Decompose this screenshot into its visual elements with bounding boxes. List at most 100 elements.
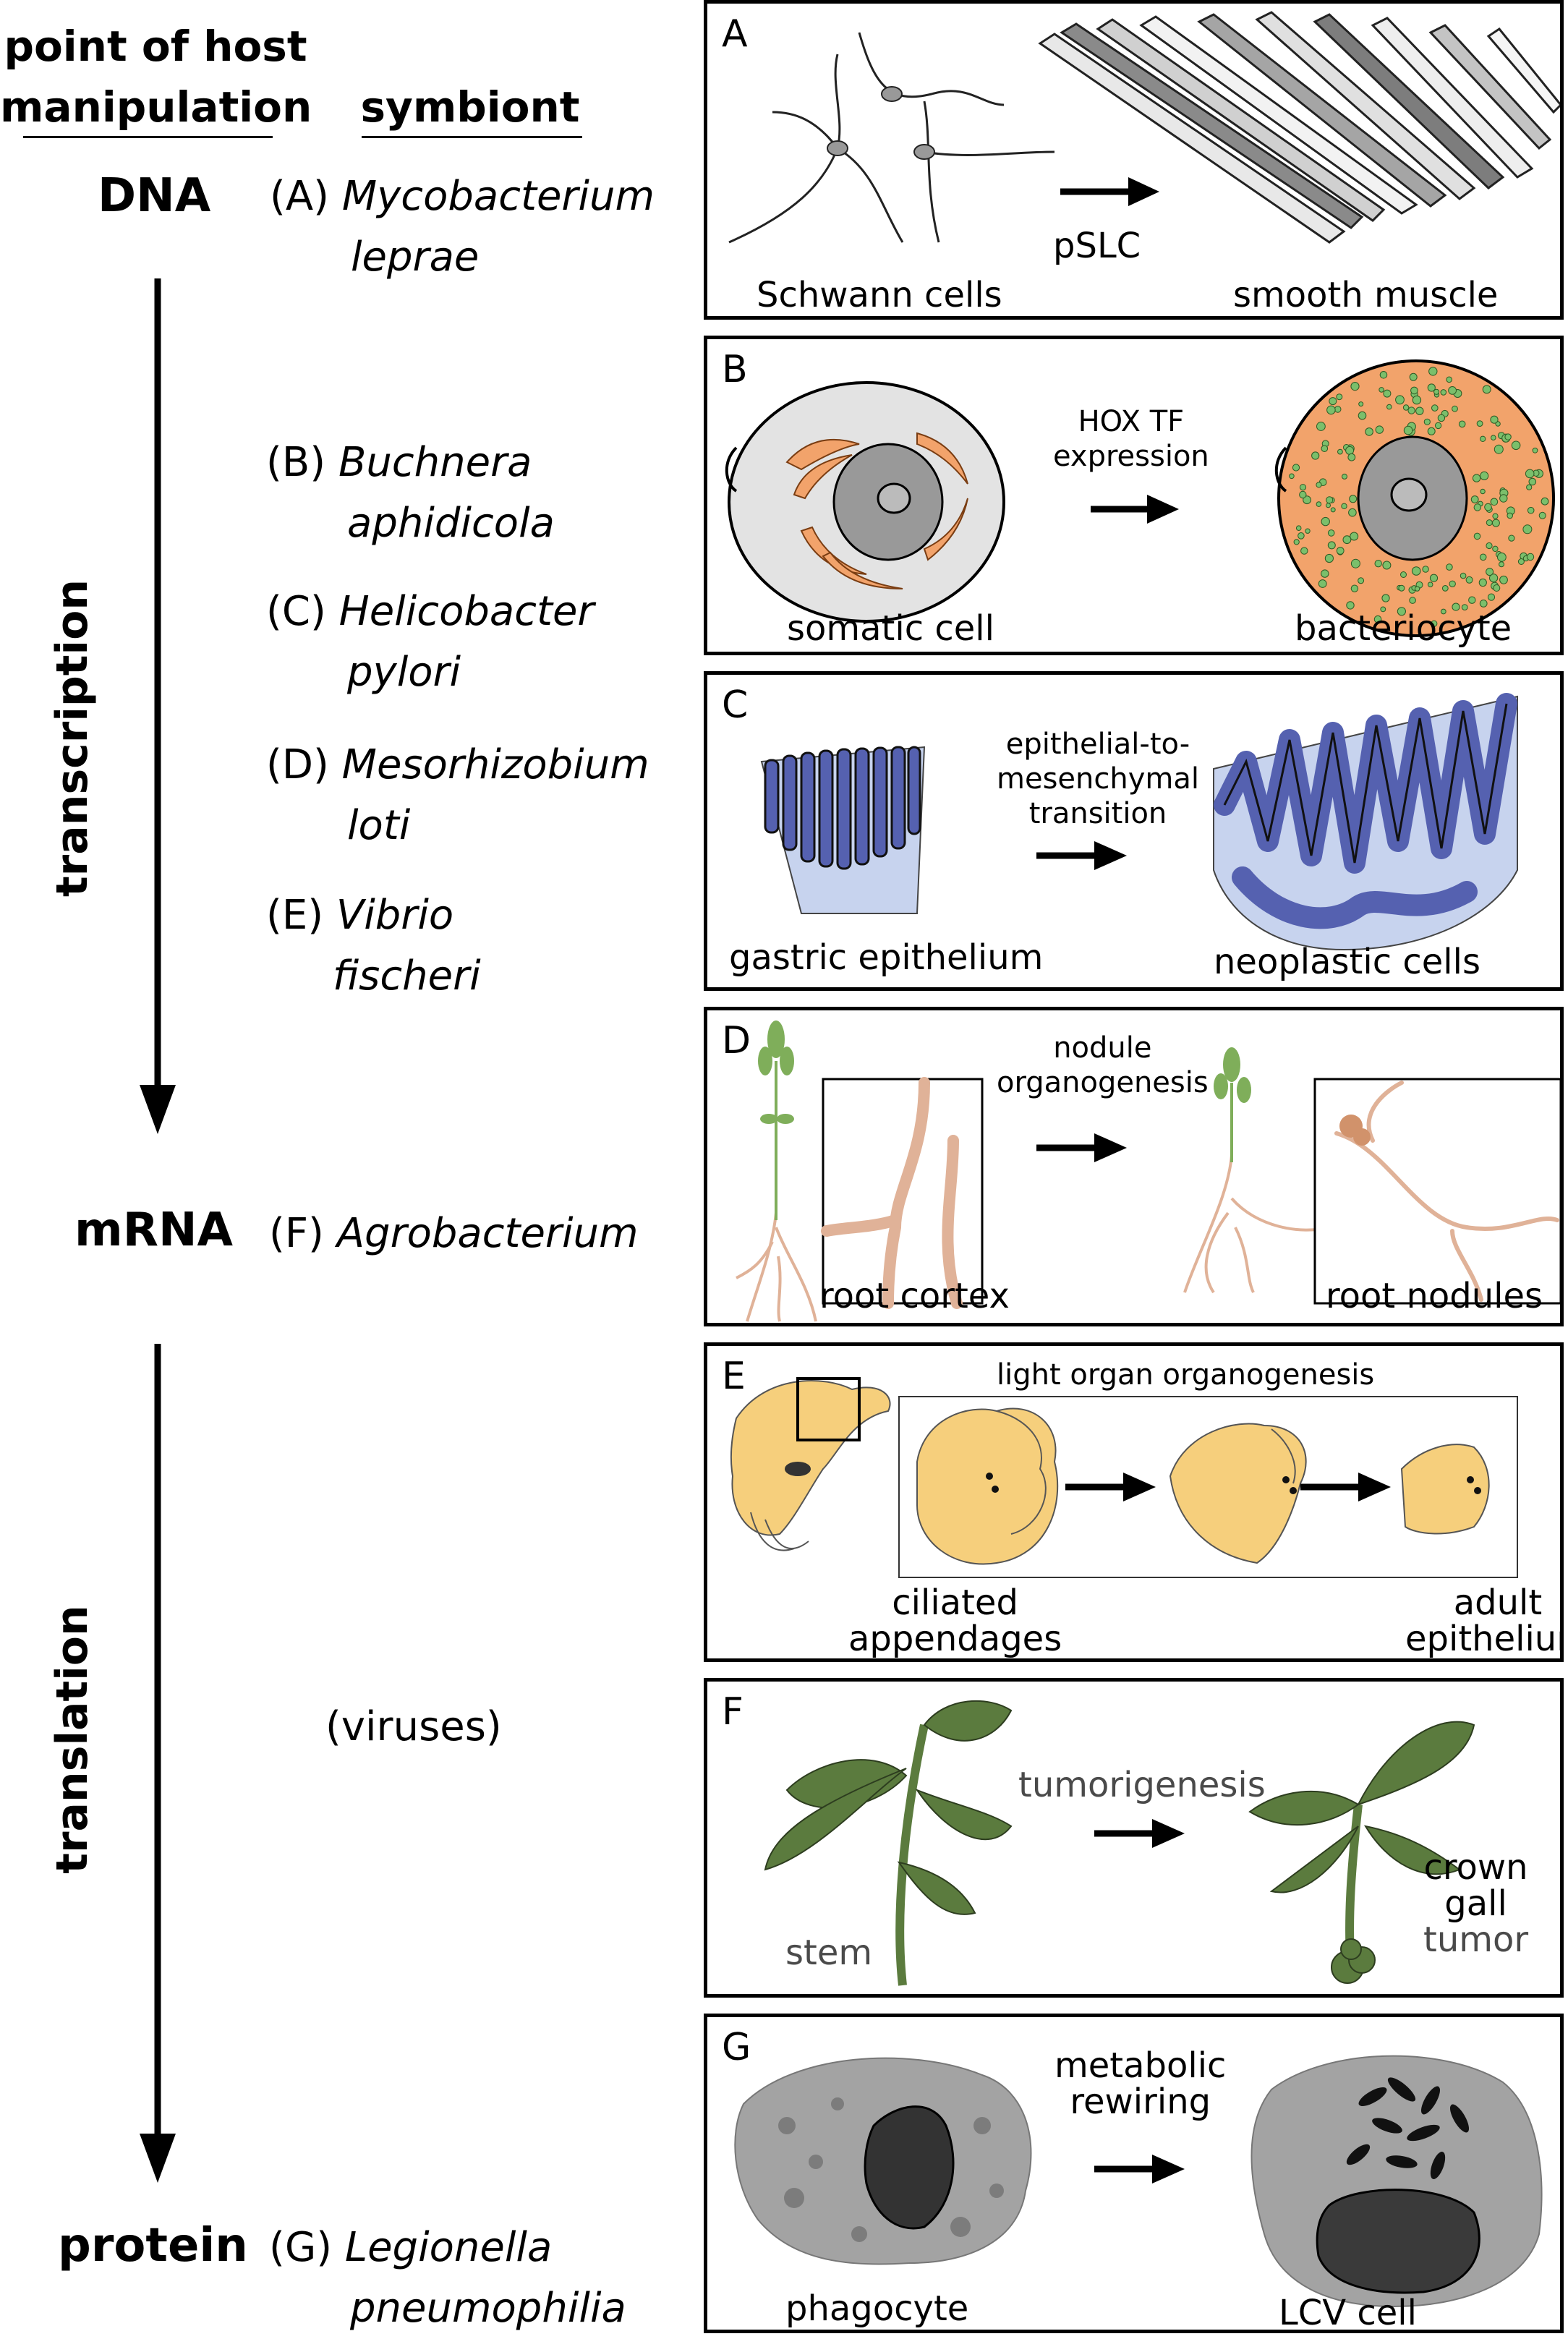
bacteria-dot bbox=[1446, 563, 1453, 571]
panel-c-left-caption: gastric epithelium bbox=[729, 937, 1044, 978]
panel-b-left-caption: somatic cell bbox=[787, 608, 994, 649]
panel-a-illustration bbox=[728, 11, 1560, 244]
symbiont-c-name1: Helicobacter bbox=[338, 588, 595, 635]
bacteria-dot bbox=[1326, 496, 1334, 504]
bacteria-dot bbox=[1400, 571, 1407, 578]
bacteria-dot bbox=[1486, 568, 1494, 576]
bacteria-dot bbox=[1484, 503, 1492, 511]
bacteria-dot bbox=[1437, 414, 1446, 422]
bacteria-dot bbox=[1476, 420, 1483, 427]
bacteria-dot bbox=[1398, 584, 1405, 592]
panel-a-left-caption: Schwann cells bbox=[757, 275, 1002, 315]
bacteria-dot bbox=[1358, 411, 1367, 420]
bacteria-dot bbox=[1478, 578, 1487, 587]
bacteria-dot bbox=[1526, 553, 1535, 561]
bacteria-dot bbox=[1441, 585, 1449, 592]
bacteria-dot bbox=[1422, 566, 1429, 573]
symbiont-e-name2: fischeri bbox=[333, 953, 481, 1000]
bacteria-dot bbox=[1374, 560, 1382, 568]
panel-c-illustration bbox=[760, 693, 1518, 951]
bacteria-dot bbox=[1321, 445, 1329, 452]
bacteria-dot bbox=[1486, 542, 1493, 550]
bacteria-dot bbox=[1528, 477, 1537, 486]
panel-b: B HOX TF expression somatic cell bacteri… bbox=[704, 336, 1564, 655]
panel-f-right-line3: tumor bbox=[1423, 1920, 1529, 1960]
header-underline-symbiont bbox=[362, 136, 582, 138]
bacteria-dot bbox=[1365, 427, 1373, 436]
bacteria-dot bbox=[1465, 576, 1473, 584]
header-symbiont: symbiont bbox=[360, 82, 580, 132]
bacteria-dot bbox=[1532, 447, 1538, 453]
bacteria-dot bbox=[1458, 420, 1466, 428]
symbiont-a-letter: (A) bbox=[270, 173, 330, 220]
bacteria-dot bbox=[1428, 367, 1438, 376]
bacteria-dot bbox=[1479, 553, 1487, 561]
bacteria-dot bbox=[1349, 495, 1358, 503]
bacteria-dot bbox=[1293, 539, 1300, 545]
panel-a: A pSLC Schwann cells smooth muscle bbox=[704, 0, 1564, 320]
header-underline-point bbox=[23, 136, 273, 138]
bacteria-dot bbox=[1373, 615, 1382, 623]
symbiont-g: (G) Legionella pneumophilia bbox=[269, 2217, 626, 2339]
panel-a-label: A bbox=[722, 12, 748, 56]
symbiont-c-letter: (C) bbox=[266, 588, 326, 635]
panel-g-right-caption: LCV cell bbox=[1279, 2293, 1417, 2333]
bacteria-dot bbox=[1490, 498, 1499, 506]
symbiont-b-name1: Buchnera bbox=[338, 439, 532, 486]
bacteria-dot bbox=[1346, 601, 1355, 610]
bacteria-dot bbox=[1342, 473, 1347, 480]
bacteria-dot bbox=[1403, 425, 1413, 435]
bacteria-dot bbox=[1299, 490, 1307, 499]
bacteria-dot bbox=[1379, 371, 1388, 379]
bacteria-dot bbox=[1295, 525, 1302, 532]
bacteria-dot bbox=[1473, 503, 1482, 511]
bacteria-dot bbox=[1504, 433, 1512, 440]
bacteria-dot bbox=[1431, 404, 1439, 412]
bacteria-dot bbox=[1431, 620, 1438, 627]
bacteria-dot bbox=[1395, 395, 1405, 405]
bacteria-dot bbox=[1517, 558, 1525, 565]
symbiont-g-name2: pneumophilia bbox=[350, 2285, 626, 2332]
bacteria-dot bbox=[1482, 385, 1491, 394]
bacteria-dot bbox=[1507, 512, 1513, 519]
bacteria-dot bbox=[1327, 541, 1336, 550]
bacteria-dot bbox=[1449, 580, 1456, 587]
bacteria-dot bbox=[1541, 497, 1549, 506]
bacteria-dot bbox=[1470, 495, 1479, 503]
panel-a-process: pSLC bbox=[1053, 226, 1141, 266]
panel-d-right-caption: root nodules bbox=[1326, 1276, 1543, 1316]
bacteria-dot bbox=[1452, 405, 1458, 412]
bacteria-dot bbox=[1386, 404, 1392, 410]
panel-e-left-caption: ciliated appendages bbox=[848, 1585, 1062, 1657]
bacteria-dot bbox=[1411, 566, 1421, 576]
bacteria-dot bbox=[1342, 535, 1352, 545]
bacteria-dot bbox=[1527, 506, 1535, 514]
bacteria-dot bbox=[1468, 596, 1476, 604]
symbiont-f-letter: (F) bbox=[269, 1210, 324, 1257]
stage-protein: protein bbox=[58, 2219, 248, 2272]
bacteria-dot bbox=[1382, 561, 1392, 570]
bacteria-dot bbox=[1379, 387, 1384, 393]
bacteria-dot bbox=[1423, 418, 1431, 425]
bacteria-dot bbox=[1381, 594, 1390, 602]
bacteria-dot bbox=[1298, 532, 1305, 540]
bacteria-dot bbox=[1316, 482, 1322, 488]
symbiont-g-letter: (G) bbox=[269, 2224, 333, 2271]
symbiont-d: (D) Mesorhizobium loti bbox=[266, 735, 649, 856]
bacteria-dot bbox=[1334, 406, 1342, 413]
symbiont-b-letter: (B) bbox=[266, 439, 326, 486]
panel-e-right-caption: adult epithelium bbox=[1405, 1585, 1560, 1657]
bacteria-dot bbox=[1494, 444, 1504, 454]
panel-e-illustration bbox=[730, 1377, 1518, 1578]
panel-g-process: metabolic rewiring bbox=[1054, 2048, 1226, 2120]
bacteria-dot bbox=[1440, 389, 1447, 396]
bacteria-dot bbox=[1409, 372, 1418, 381]
pathway-arrows bbox=[140, 278, 176, 2183]
bacteria-dot bbox=[1345, 446, 1355, 455]
bacteria-dot bbox=[1448, 386, 1457, 395]
bacteria-dot bbox=[1486, 519, 1493, 527]
bacteria-dot bbox=[1538, 511, 1546, 519]
bacteria-dot bbox=[1316, 501, 1322, 507]
symbiont-c-name2: pylori bbox=[347, 649, 461, 696]
panel-b-process: HOX TF expression bbox=[1053, 404, 1209, 474]
